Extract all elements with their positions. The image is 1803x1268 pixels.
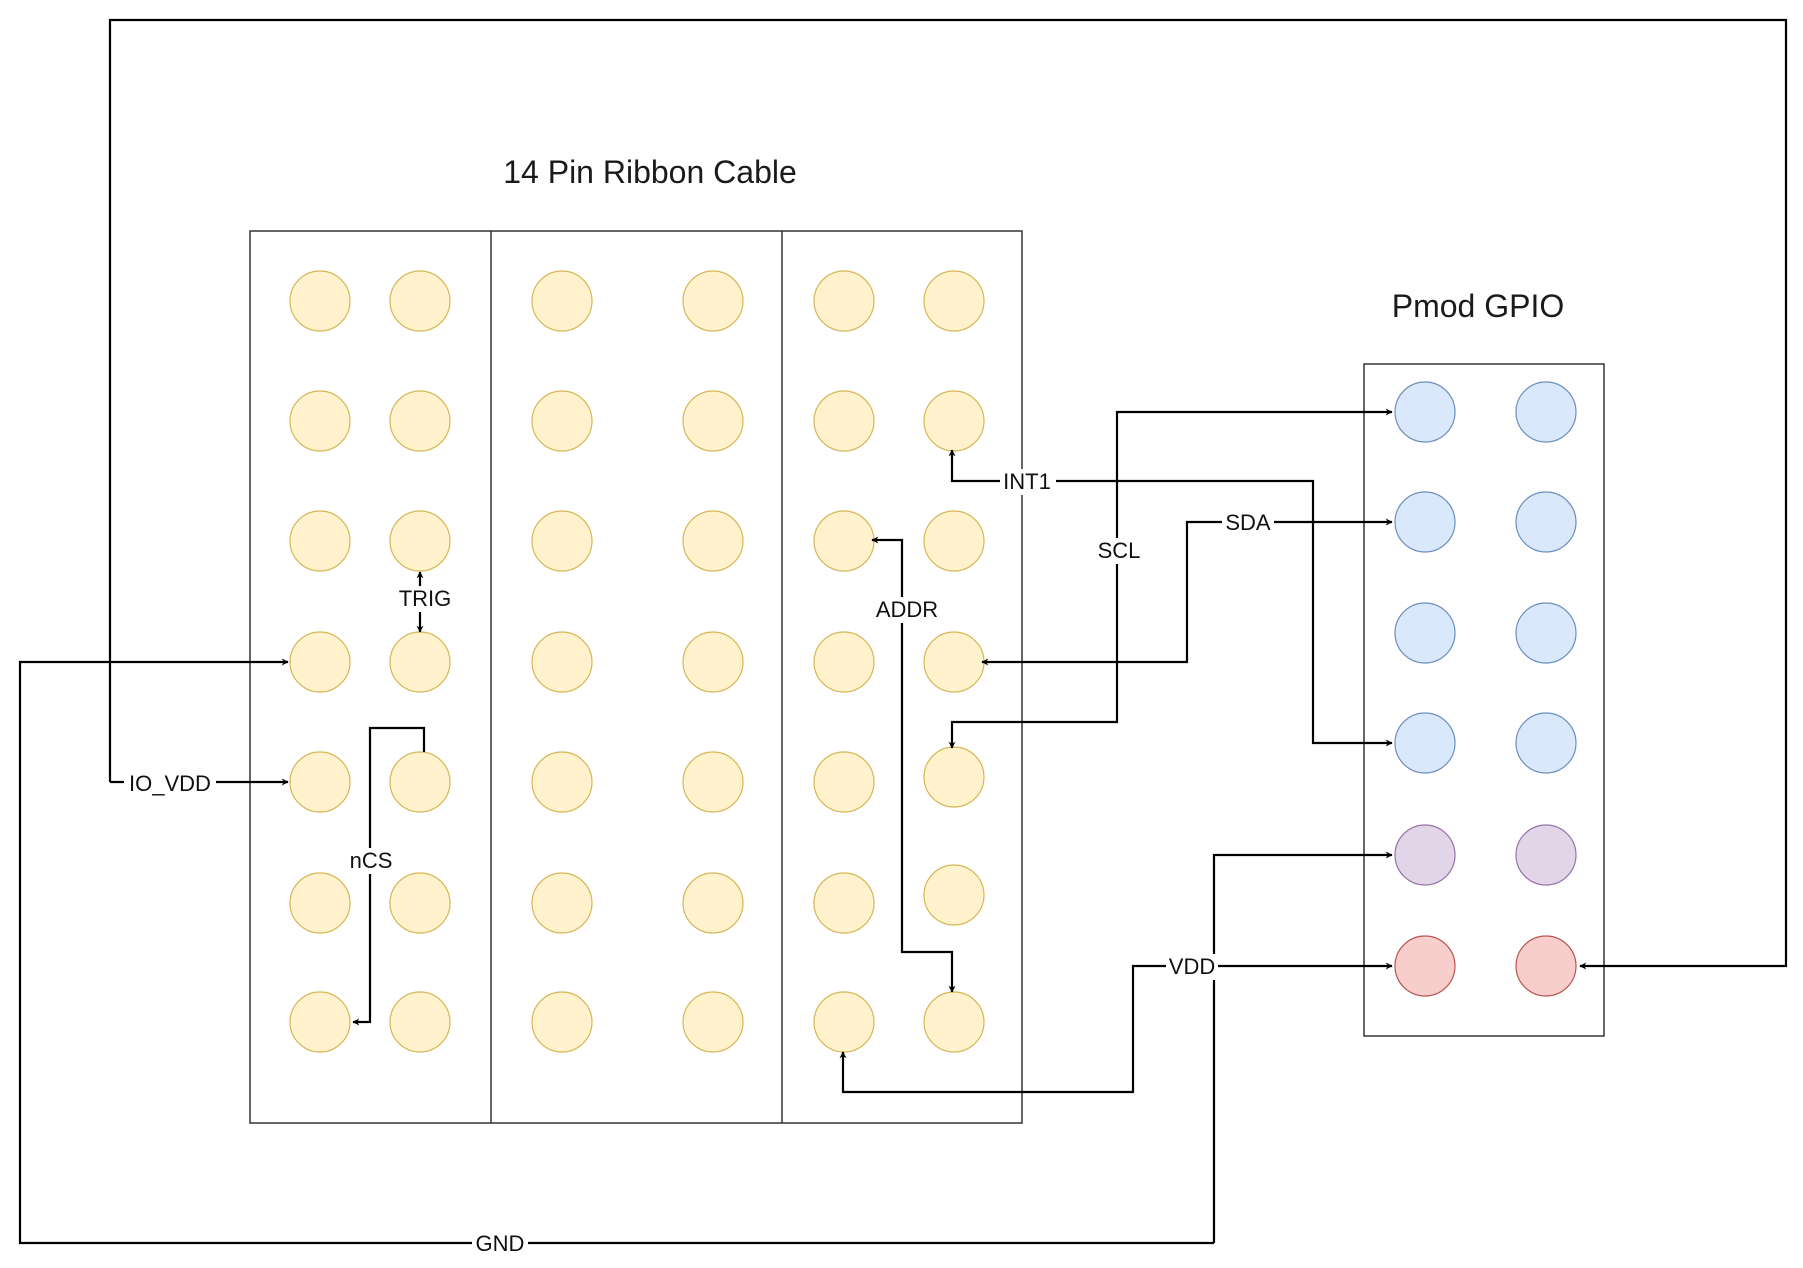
ribbon-pin-r6-c5	[813, 872, 875, 934]
pmod-pin-gpio-r2-c1	[1394, 491, 1456, 553]
ribbon-pin-r4-c6	[923, 631, 985, 693]
pmod-pin-vdd-r6-c2	[1515, 935, 1577, 997]
ribbon-pin-r2-c1	[289, 390, 351, 452]
ribbon-pin-r5-c4	[682, 751, 744, 813]
pmod-gpio-block	[1363, 363, 1605, 1037]
ribbon-pins	[289, 270, 985, 1053]
ribbon-pin-r1-c5	[813, 270, 875, 332]
pmod-pin-gnd-r5-c1	[1394, 824, 1456, 886]
wire-labels: IO_VDD TRIG nCS INT1 SCL SDA ADDR VDD GN…	[124, 469, 1274, 1257]
ribbon-pin-r5-c6	[923, 746, 985, 808]
pmod-pin-gpio-r4-c1	[1394, 712, 1456, 774]
ribbon-pin-r5-c2	[389, 751, 451, 813]
ribbon-pin-r6-c2	[389, 872, 451, 934]
ribbon-pin-r1-c1	[289, 270, 351, 332]
ribbon-pin-r5-c5	[813, 751, 875, 813]
ribbon-pin-r6-c3	[531, 872, 593, 934]
int1-label: INT1	[1003, 469, 1051, 494]
gnd-label: GND	[476, 1231, 525, 1256]
ribbon-pin-r7-c5	[813, 991, 875, 1053]
io-vdd-label: IO_VDD	[129, 771, 211, 796]
ribbon-pin-r7-c3	[531, 991, 593, 1053]
ribbon-pin-r5-c1	[289, 751, 351, 813]
ribbon-pin-r1-c2	[389, 270, 451, 332]
pmod-gpio-outline	[1363, 363, 1605, 1037]
pmod-pin-gpio-r3-c1	[1394, 602, 1456, 664]
ribbon-pin-r7-c1	[289, 991, 351, 1053]
ribbon-pin-r5-c3	[531, 751, 593, 813]
ribbon-pin-r1-c4	[682, 270, 744, 332]
sda-wire	[981, 518, 1393, 666]
ribbon-pin-r7-c6	[923, 991, 985, 1053]
ribbon-pin-r2-c4	[682, 390, 744, 452]
ribbon-pin-r3-c6	[923, 510, 985, 572]
pmod-pin-gpio-r1-c2	[1515, 381, 1577, 443]
ribbon-cable-block	[249, 230, 1023, 1124]
scl-label: SCL	[1098, 538, 1141, 563]
ribbon-pin-r2-c5	[813, 390, 875, 452]
ncs-wire	[352, 726, 426, 1026]
gnd-pmod-wire	[1212, 851, 1393, 1243]
ribbon-pin-r4-c1	[289, 631, 351, 693]
pmod-pins	[1394, 381, 1577, 997]
wires	[18, 18, 1788, 1245]
ncs-label: nCS	[350, 848, 393, 873]
pmod-pin-gpio-r3-c2	[1515, 602, 1577, 664]
ribbon-pin-r7-c4	[682, 991, 744, 1053]
ribbon-pin-r6-c1	[289, 872, 351, 934]
sda-label: SDA	[1225, 510, 1271, 535]
ribbon-pin-r6-c6	[923, 864, 985, 926]
pmod-pin-gpio-r4-c2	[1515, 712, 1577, 774]
pmod-gpio-title: Pmod GPIO	[1392, 288, 1565, 324]
ribbon-pin-r3-c1	[289, 510, 351, 572]
pmod-pin-gnd-r5-c2	[1515, 824, 1577, 886]
trig-label: TRIG	[399, 586, 452, 611]
ribbon-pin-r2-c6	[923, 390, 985, 452]
vdd-label: VDD	[1169, 954, 1215, 979]
ribbon-pin-r2-c3	[531, 390, 593, 452]
ribbon-pin-r3-c2	[389, 510, 451, 572]
ribbon-pin-r4-c4	[682, 631, 744, 693]
ribbon-pin-r2-c2	[389, 390, 451, 452]
io-vdd-top-loop-wire	[108, 18, 1788, 970]
ribbon-cable-title: 14 Pin Ribbon Cable	[503, 154, 797, 190]
ribbon-pin-r4-c3	[531, 631, 593, 693]
addr-label: ADDR	[876, 597, 938, 622]
ribbon-pin-r3-c5	[813, 510, 875, 572]
ribbon-pin-r7-c2	[389, 991, 451, 1053]
ribbon-pin-r6-c4	[682, 872, 744, 934]
ribbon-pin-r4-c2	[389, 631, 451, 693]
pmod-pin-vdd-r6-c1	[1394, 935, 1456, 997]
ribbon-pin-r1-c6	[923, 270, 985, 332]
vdd-wire	[839, 962, 1393, 1094]
ribbon-pin-r3-c4	[682, 510, 744, 572]
ribbon-cable-outline	[249, 230, 1023, 1124]
ribbon-pin-r4-c5	[813, 631, 875, 693]
scl-wire	[948, 408, 1393, 749]
pmod-pin-gpio-r1-c1	[1394, 381, 1456, 443]
pmod-pin-gpio-r2-c2	[1515, 491, 1577, 553]
ribbon-pin-r1-c3	[531, 270, 593, 332]
gnd-ribbon-wire	[18, 658, 1214, 1245]
ribbon-pin-r3-c3	[531, 510, 593, 572]
